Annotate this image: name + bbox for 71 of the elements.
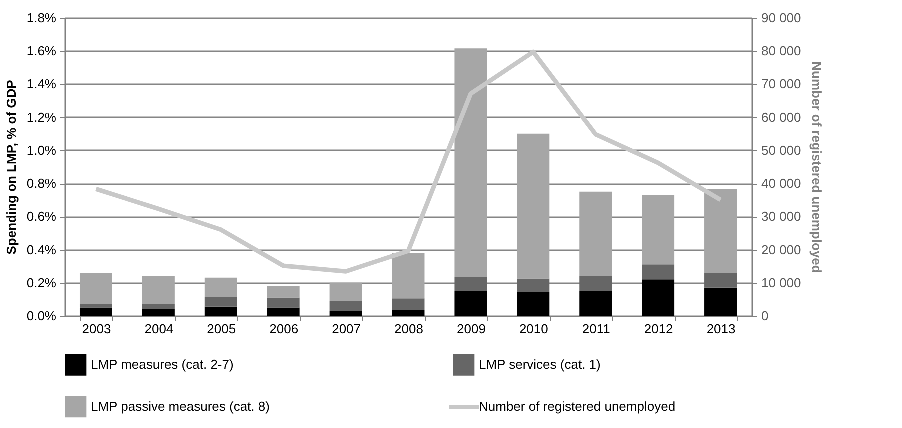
bar [204,306,238,316]
y2-tick-label: 30 000 [762,209,802,224]
y-tick-label: 0.2% [26,275,57,290]
y2-tick-label: 90 000 [762,10,802,26]
bar [704,288,738,316]
x-tick-label: 2011 [582,322,610,336]
bar [267,286,300,298]
bar [80,304,112,308]
bar [517,292,550,316]
bar [204,296,238,307]
bar [267,308,300,316]
y-tick-label: 0.8% [26,176,57,192]
line-series [94,50,724,274]
bar [642,264,675,280]
legend-label: LMP services (cat. 1) [479,357,601,372]
y-tick-label: 0.0% [26,308,57,324]
legend-label: LMP passive measures (cat. 8) [91,399,270,414]
y2-axis-title: Number of registered unemployed [809,62,824,274]
x-tick-label: 2009 [456,322,486,336]
bar [642,280,675,316]
y2-tick-label: 40 000 [762,176,802,192]
bar [580,192,612,276]
bar [517,134,550,279]
y-axis-title: Spending on LMP, % of GDP [4,80,19,255]
y-tick-label: 0.6% [26,209,57,224]
bar [204,278,238,297]
bar [454,291,488,316]
x-tick-label: 2012 [644,322,674,336]
y-tick-label: 1.6% [26,44,57,59]
x-tick-label: 2006 [270,322,299,336]
y-tick-label: 1.4% [26,76,57,92]
bar [80,308,112,316]
bar [392,253,425,299]
bar [142,304,175,310]
y2-tick-label: 10 000 [762,275,802,290]
bar [330,282,362,302]
y-tick-label: 0.4% [26,242,57,258]
y-tick-label: 1.8% [26,10,57,26]
bar [142,276,175,304]
y-tick-label: 1.0% [26,142,57,158]
bar [704,189,738,273]
x-tick-label: 2013 [706,322,736,336]
x-tick-label: 2004 [144,322,174,336]
bar [454,277,488,292]
bar [267,298,300,308]
bar [517,278,550,292]
bar [580,276,612,292]
bar [580,291,612,316]
y2-tick-label: 50 000 [762,142,802,158]
bar [330,311,362,316]
bar [642,195,675,265]
y2-tick-label: 20 000 [762,242,802,258]
bar [142,309,175,316]
x-tick-label: 2010 [519,322,548,336]
y-tick-label: 1.2% [26,110,57,125]
bar [80,272,112,304]
y2-tick-label: 0 [762,308,769,324]
y2-tick-label: 70 000 [762,76,802,92]
bar [330,301,362,312]
x-tick-label: 2003 [82,322,112,336]
legend-label: LMP measures (cat. 2-7) [91,357,234,372]
x-tick-label: 2005 [207,322,236,336]
bar [454,48,488,278]
legend-label: Number of registered unemployed [479,399,676,414]
x-tick-label: 2008 [394,322,424,336]
x-tick-label: 2007 [332,322,362,336]
y2-tick-label: 60 000 [762,110,802,125]
y2-tick-label: 80 000 [762,44,802,59]
bar [704,272,738,288]
bar [392,310,425,316]
bar [392,298,425,310]
